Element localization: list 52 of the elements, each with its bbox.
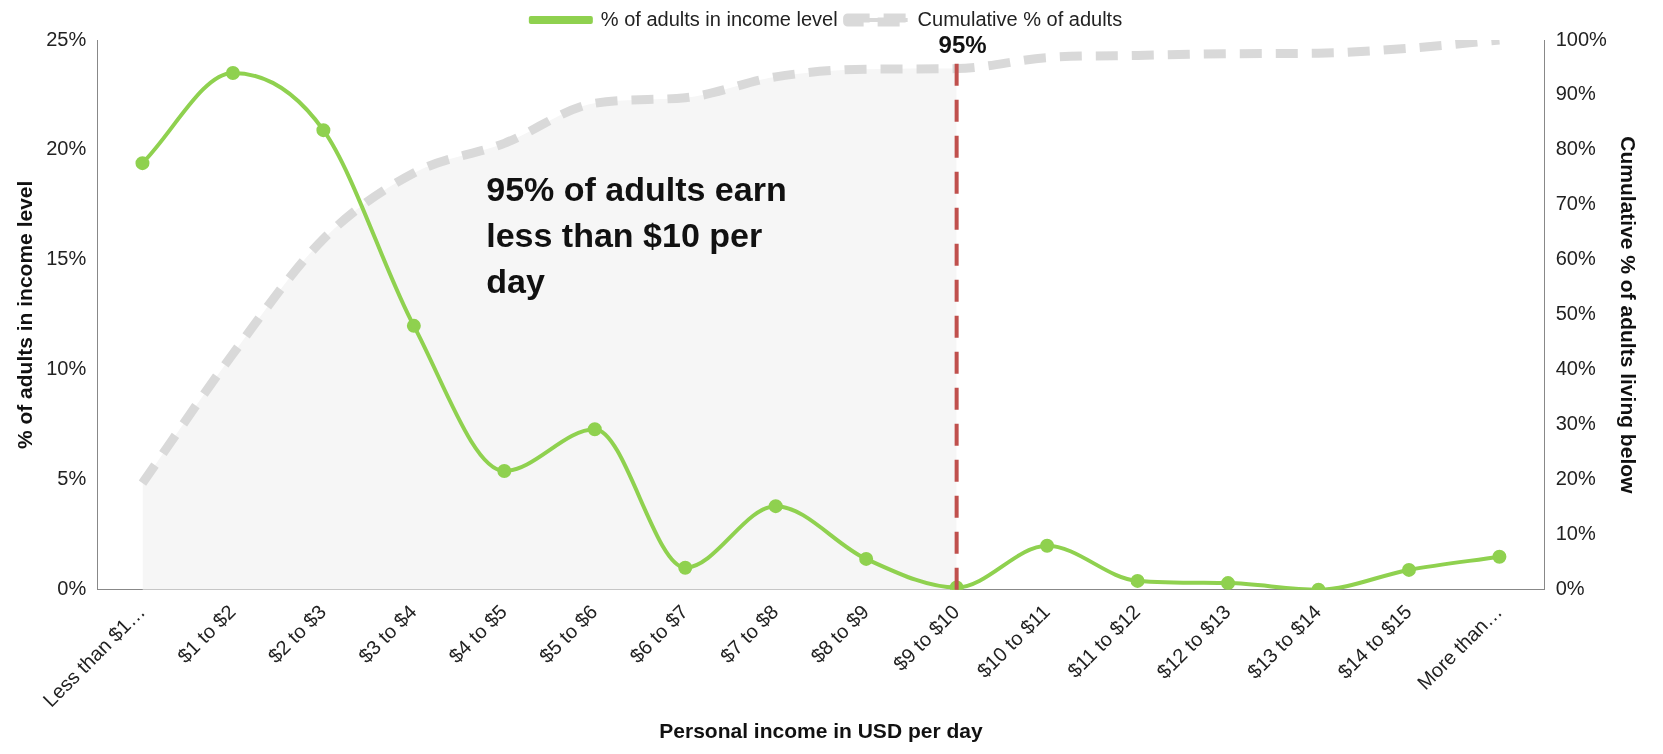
y-tick-label: 25% [46,27,87,50]
y2-tick-label: 40% [1555,357,1596,380]
y2-tick-label: 30% [1555,412,1596,435]
y-tick-label: 0% [57,577,87,600]
y2-tick-label: 0% [1555,577,1585,600]
point [1401,562,1416,577]
x-tick-label: $13 to $14 [1242,600,1326,683]
point [1492,549,1507,564]
y2-tick-label: 50% [1555,302,1596,325]
x-tick-label: $3 to $4 [353,600,421,668]
y2-axis-title: Cumulative % of adults living below [1616,136,1640,495]
y-tick-label: 10% [46,357,87,380]
point [1130,573,1145,588]
y-tick-label: 5% [57,467,87,490]
x-tick-label: $2 to $3 [263,600,331,668]
y2-tick-label: 70% [1555,192,1596,215]
x-tick-label: $8 to $9 [806,600,873,668]
y2-tick-label: 90% [1555,82,1596,105]
point [316,123,331,138]
y2-tick-label: 20% [1555,467,1596,490]
x-tick-label: $11 to $12 [1062,600,1145,682]
y-axis-title: % of adults in income level [13,180,37,450]
legend-label: % of adults in income level [600,7,838,30]
x-tick-label: $10 to $11 [972,600,1054,682]
ref-line-label: 95% [938,30,987,58]
y-tick-label: 15% [46,247,87,270]
x-tick-label: $12 to $13 [1152,600,1235,683]
y2-tick-label: 80% [1555,137,1596,160]
y2-tick-label: 100% [1555,27,1608,50]
y-tick-label: 20% [46,137,87,160]
point [587,422,602,437]
x-tick-label: $9 to $10 [888,600,964,675]
y2-tick-label: 10% [1555,522,1596,545]
x-tick-label: $1 to $2 [172,600,240,668]
point [859,551,874,566]
x-tick-label: $14 to $15 [1333,600,1416,683]
point [678,560,693,575]
point [406,318,421,333]
x-axis-title: Personal income in USD per day [659,719,983,743]
x-tick-label: $6 to $7 [625,600,692,668]
legend-label: Cumulative % of adults [917,7,1123,30]
point [1221,576,1236,590]
point [497,463,512,478]
x-tick-label: $7 to $8 [715,600,783,668]
y2-tick-label: 60% [1555,247,1596,270]
point [768,499,783,514]
annotation: 95% of adults earn less than $10 per day [486,170,787,301]
x-tick-label: $5 to $6 [534,600,602,668]
point [135,156,150,171]
point [225,65,240,80]
x-tick-label: $4 to $5 [444,600,512,668]
point [1040,538,1055,553]
